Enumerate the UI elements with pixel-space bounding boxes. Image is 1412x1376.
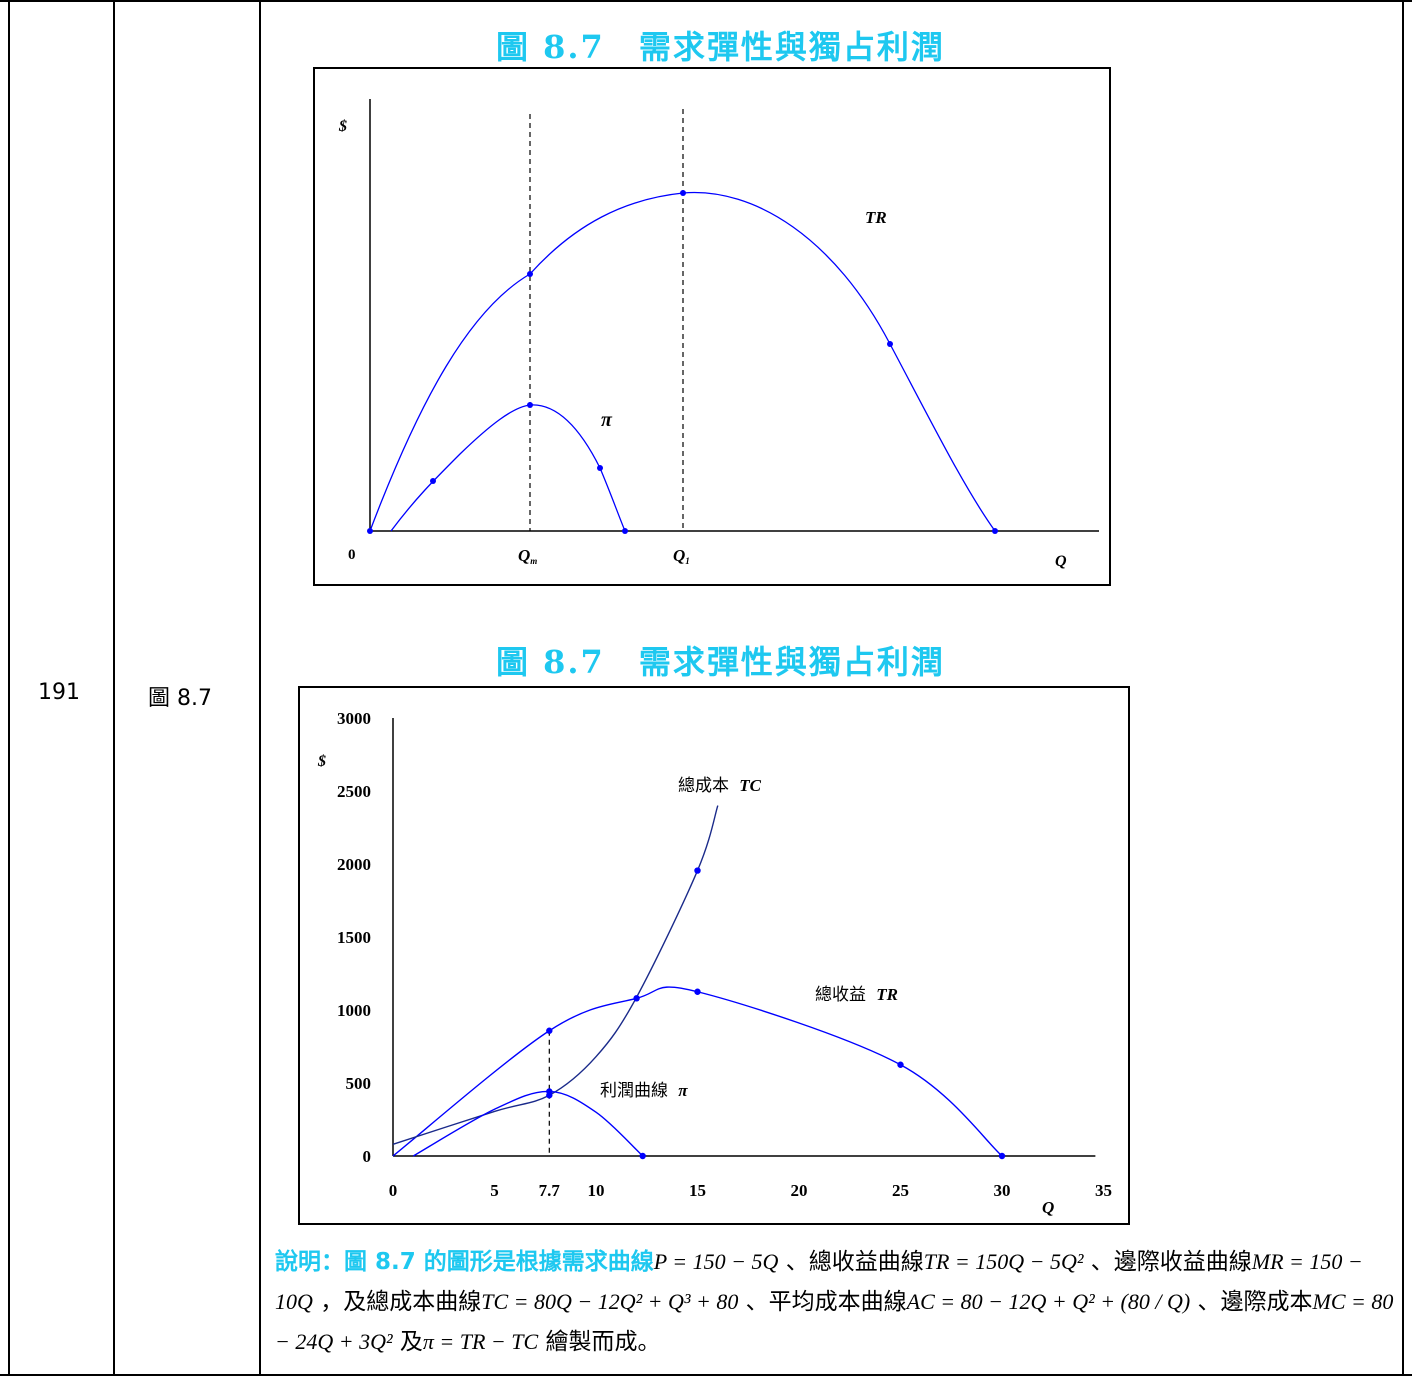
bottom-pi-point: [639, 1152, 646, 1160]
top-y-axis-label: $: [338, 118, 347, 135]
bottom-x-tick-label: 10: [588, 1181, 605, 1200]
bottom-tr-label-abbr: TR: [876, 985, 898, 1004]
bottom-y-tick-label: 0: [363, 1147, 372, 1166]
top-pi-point: [430, 478, 436, 484]
note-t6: 及: [399, 1329, 423, 1355]
note-eq-tr: TR = 150Q − 5Q²: [923, 1249, 1084, 1274]
top-tr-qm-point: [527, 271, 533, 277]
bottom-x-tick-label: 0: [389, 1181, 398, 1200]
note-t3: ，及總成本曲線: [320, 1289, 482, 1315]
bottom-tr-point: [998, 1152, 1006, 1160]
bottom-x-tick-label: 7.7: [539, 1181, 561, 1200]
top-tr-end-point: [992, 528, 998, 534]
top-pi-curve: [390, 404, 626, 532]
bottom-pi-point: [546, 1088, 553, 1095]
note-t7: 繪製而成。: [545, 1329, 661, 1355]
bottom-y-tick-label: 1500: [337, 928, 371, 947]
figure-top-chart: $ 0 Q Qm Q1 TR π: [313, 67, 1111, 586]
bottom-pi-label-symbol: π: [678, 1081, 688, 1100]
bottom-tr-label: 總收益 TR: [815, 985, 898, 1004]
note-eq-pi: π = TR − TC: [422, 1329, 539, 1354]
bottom-pi-label-cn: 利潤曲線: [600, 1081, 668, 1100]
note-eq-mr: MR = 150 − 10Q: [275, 1249, 1363, 1314]
bottom-x-tick-label: 35: [1095, 1181, 1112, 1200]
top-q1-subscript: 1: [685, 556, 690, 566]
note-lead: 說明：圖 8.7 的圖形是根據需求曲線: [275, 1249, 654, 1275]
table-border-left: [8, 0, 10, 1376]
top-tr-max-point: [680, 190, 686, 196]
figure-bottom-chart: 0 500 1000 1500 2000 2500 3000 0 5 7.7 10 15 20 25 30 3…: [298, 686, 1130, 1225]
bottom-curves: [392, 805, 1003, 1157]
bottom-axes: [392, 718, 1096, 1157]
bottom-tr-point: [633, 995, 640, 1002]
row-number: 191: [38, 680, 80, 705]
bottom-tr-point: [897, 1061, 904, 1068]
bottom-tr-curve: [392, 986, 1003, 1157]
figure-bottom-title: 圖 8.7 需求彈性與獨占利潤: [496, 643, 945, 681]
top-origin-label: 0: [348, 547, 356, 563]
bottom-x-tick-label: 30: [994, 1181, 1011, 1200]
note-eq-p: P = 150 − 5Q: [653, 1249, 779, 1274]
bottom-y-tick-label: 2500: [337, 782, 371, 801]
figure-top-svg: $ 0 Q Qm Q1 TR π: [338, 99, 1099, 570]
top-tr-label: TR: [865, 208, 887, 227]
bottom-tr-label-cn: 總收益: [815, 985, 866, 1004]
figure-bottom-svg: 0 500 1000 1500 2000 2500 3000 0 5 7.7 10 15 20 25 30 3…: [317, 709, 1112, 1217]
table-border-bottom: [0, 1374, 1412, 1376]
top-qm-subscript: m: [530, 556, 537, 566]
top-pi-max-point: [527, 402, 533, 408]
top-x-axis-label: Q: [1055, 553, 1067, 570]
top-pi-label: π: [601, 409, 613, 431]
bottom-tr-point: [694, 988, 701, 995]
note-t5: 、邊際成本: [1197, 1289, 1313, 1315]
bottom-pi-label: 利潤曲線 π: [600, 1081, 688, 1100]
note-t2: 、邊際收益曲線: [1090, 1249, 1252, 1275]
figure-top-title: 圖 8.7 需求彈性與獨占利潤: [496, 28, 945, 66]
note-t1: 、總收益曲線: [785, 1249, 924, 1275]
bottom-tc-label-abbr: TC: [739, 776, 761, 795]
table-border-col2: [259, 0, 261, 1376]
bottom-x-tick-label: 5: [490, 1181, 499, 1200]
top-q1-letter: Q: [673, 546, 685, 565]
bottom-x-tick-label: 20: [791, 1181, 808, 1200]
bottom-y-tick-label: 3000: [337, 709, 371, 728]
top-qm-label: Qm: [518, 546, 537, 566]
top-q1-label: Q1: [673, 546, 690, 566]
top-tr-origin-point: [367, 528, 373, 534]
top-pi-end-point: [622, 528, 628, 534]
bottom-points: [546, 867, 1006, 1160]
bottom-tick-labels: 0 500 1000 1500 2000 2500 3000 0 5 7.7 10 15 20 25 30 3…: [337, 709, 1112, 1200]
bottom-pi-curve: [412, 1090, 644, 1157]
bottom-tc-label-cn: 總成本: [678, 776, 729, 795]
note-eq-tc: TC = 80Q − 12Q² + Q³ + 80: [481, 1289, 739, 1314]
bottom-y-tick-label: 500: [346, 1074, 372, 1093]
top-tr-point: [887, 341, 893, 347]
bottom-x-axis-label: Q: [1042, 1198, 1054, 1217]
table-border-top: [0, 0, 1412, 2]
bottom-tc-label: 總成本 TC: [678, 776, 762, 795]
table-border-right: [1402, 0, 1404, 1376]
figure-label: 圖 8.7: [148, 686, 212, 711]
note-eq-mc: MC = 80 − 24Q + 3Q²: [275, 1289, 1394, 1354]
bottom-y-tick-label: 1000: [337, 1001, 371, 1020]
bottom-y-axis-label: $: [317, 753, 326, 770]
top-pi-point-2: [597, 465, 603, 471]
bottom-tc-point: [694, 867, 701, 874]
bottom-y-tick-label: 2000: [337, 855, 371, 874]
bottom-x-tick-label: 25: [892, 1181, 909, 1200]
table-border-col1: [113, 0, 115, 1376]
note-t4: 、平均成本曲線: [745, 1289, 907, 1315]
figure-note: 說明：圖 8.7 的圖形是根據需求曲線P = 150 − 5Q 、總收益曲線TR…: [275, 1242, 1400, 1362]
bottom-x-tick-label: 15: [689, 1181, 706, 1200]
note-eq-ac: AC = 80 − 12Q + Q² + (80 / Q): [906, 1289, 1191, 1314]
bottom-tr-point: [546, 1027, 553, 1034]
top-qm-letter: Q: [518, 546, 530, 565]
